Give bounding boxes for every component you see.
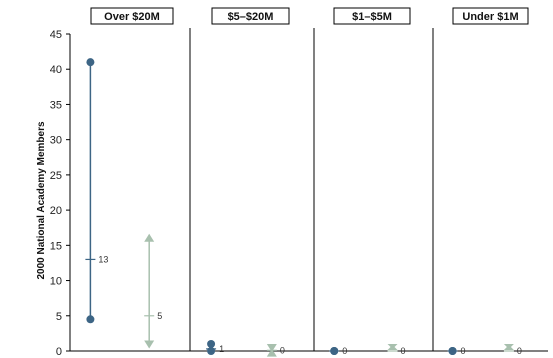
- y-tick-label: 25: [50, 170, 62, 182]
- panel-title: Over $20M: [104, 11, 160, 23]
- panel-title: Under $1M: [462, 11, 518, 23]
- y-tick-label: 35: [50, 99, 62, 111]
- median-label: 0: [280, 345, 285, 355]
- panel-title: $1–$5M: [352, 11, 392, 23]
- y-axis-title: 2000 National Academy Members: [36, 121, 47, 279]
- panel-title: $5–$20M: [228, 11, 274, 23]
- y-tick-label: 5: [56, 311, 62, 323]
- range-low-point: [266, 344, 277, 352]
- y-tick-label: 40: [50, 64, 62, 76]
- median-label: 0: [461, 346, 466, 356]
- range-high-point: [144, 233, 155, 242]
- median-label: 1: [219, 344, 224, 354]
- panel-title-box: [90, 7, 174, 25]
- range-high-point: [207, 339, 216, 348]
- median-label: 0: [517, 346, 522, 356]
- range-high-point: [86, 58, 95, 67]
- median-label: 13: [98, 254, 108, 264]
- panel-title-box: [211, 7, 290, 25]
- y-tick-label: 10: [50, 276, 62, 288]
- median-label: 5: [157, 311, 162, 321]
- median-label: 0: [401, 346, 406, 356]
- range-low-point: [503, 345, 514, 350]
- y-tick-label: 15: [50, 240, 62, 252]
- median-label: 0: [342, 346, 347, 356]
- panel-title-box: [452, 7, 529, 25]
- range-low-point: [144, 340, 155, 349]
- y-tick-label: 30: [50, 135, 62, 147]
- y-tick-label: 0: [56, 346, 62, 358]
- range-high-point: [266, 348, 277, 357]
- range-low-point: [86, 315, 95, 324]
- panel-title-box: [333, 7, 411, 25]
- y-tick-label: 45: [50, 29, 62, 41]
- y-tick-label: 20: [50, 205, 62, 217]
- range-low-point: [387, 345, 398, 350]
- range-low-point: [207, 347, 216, 355]
